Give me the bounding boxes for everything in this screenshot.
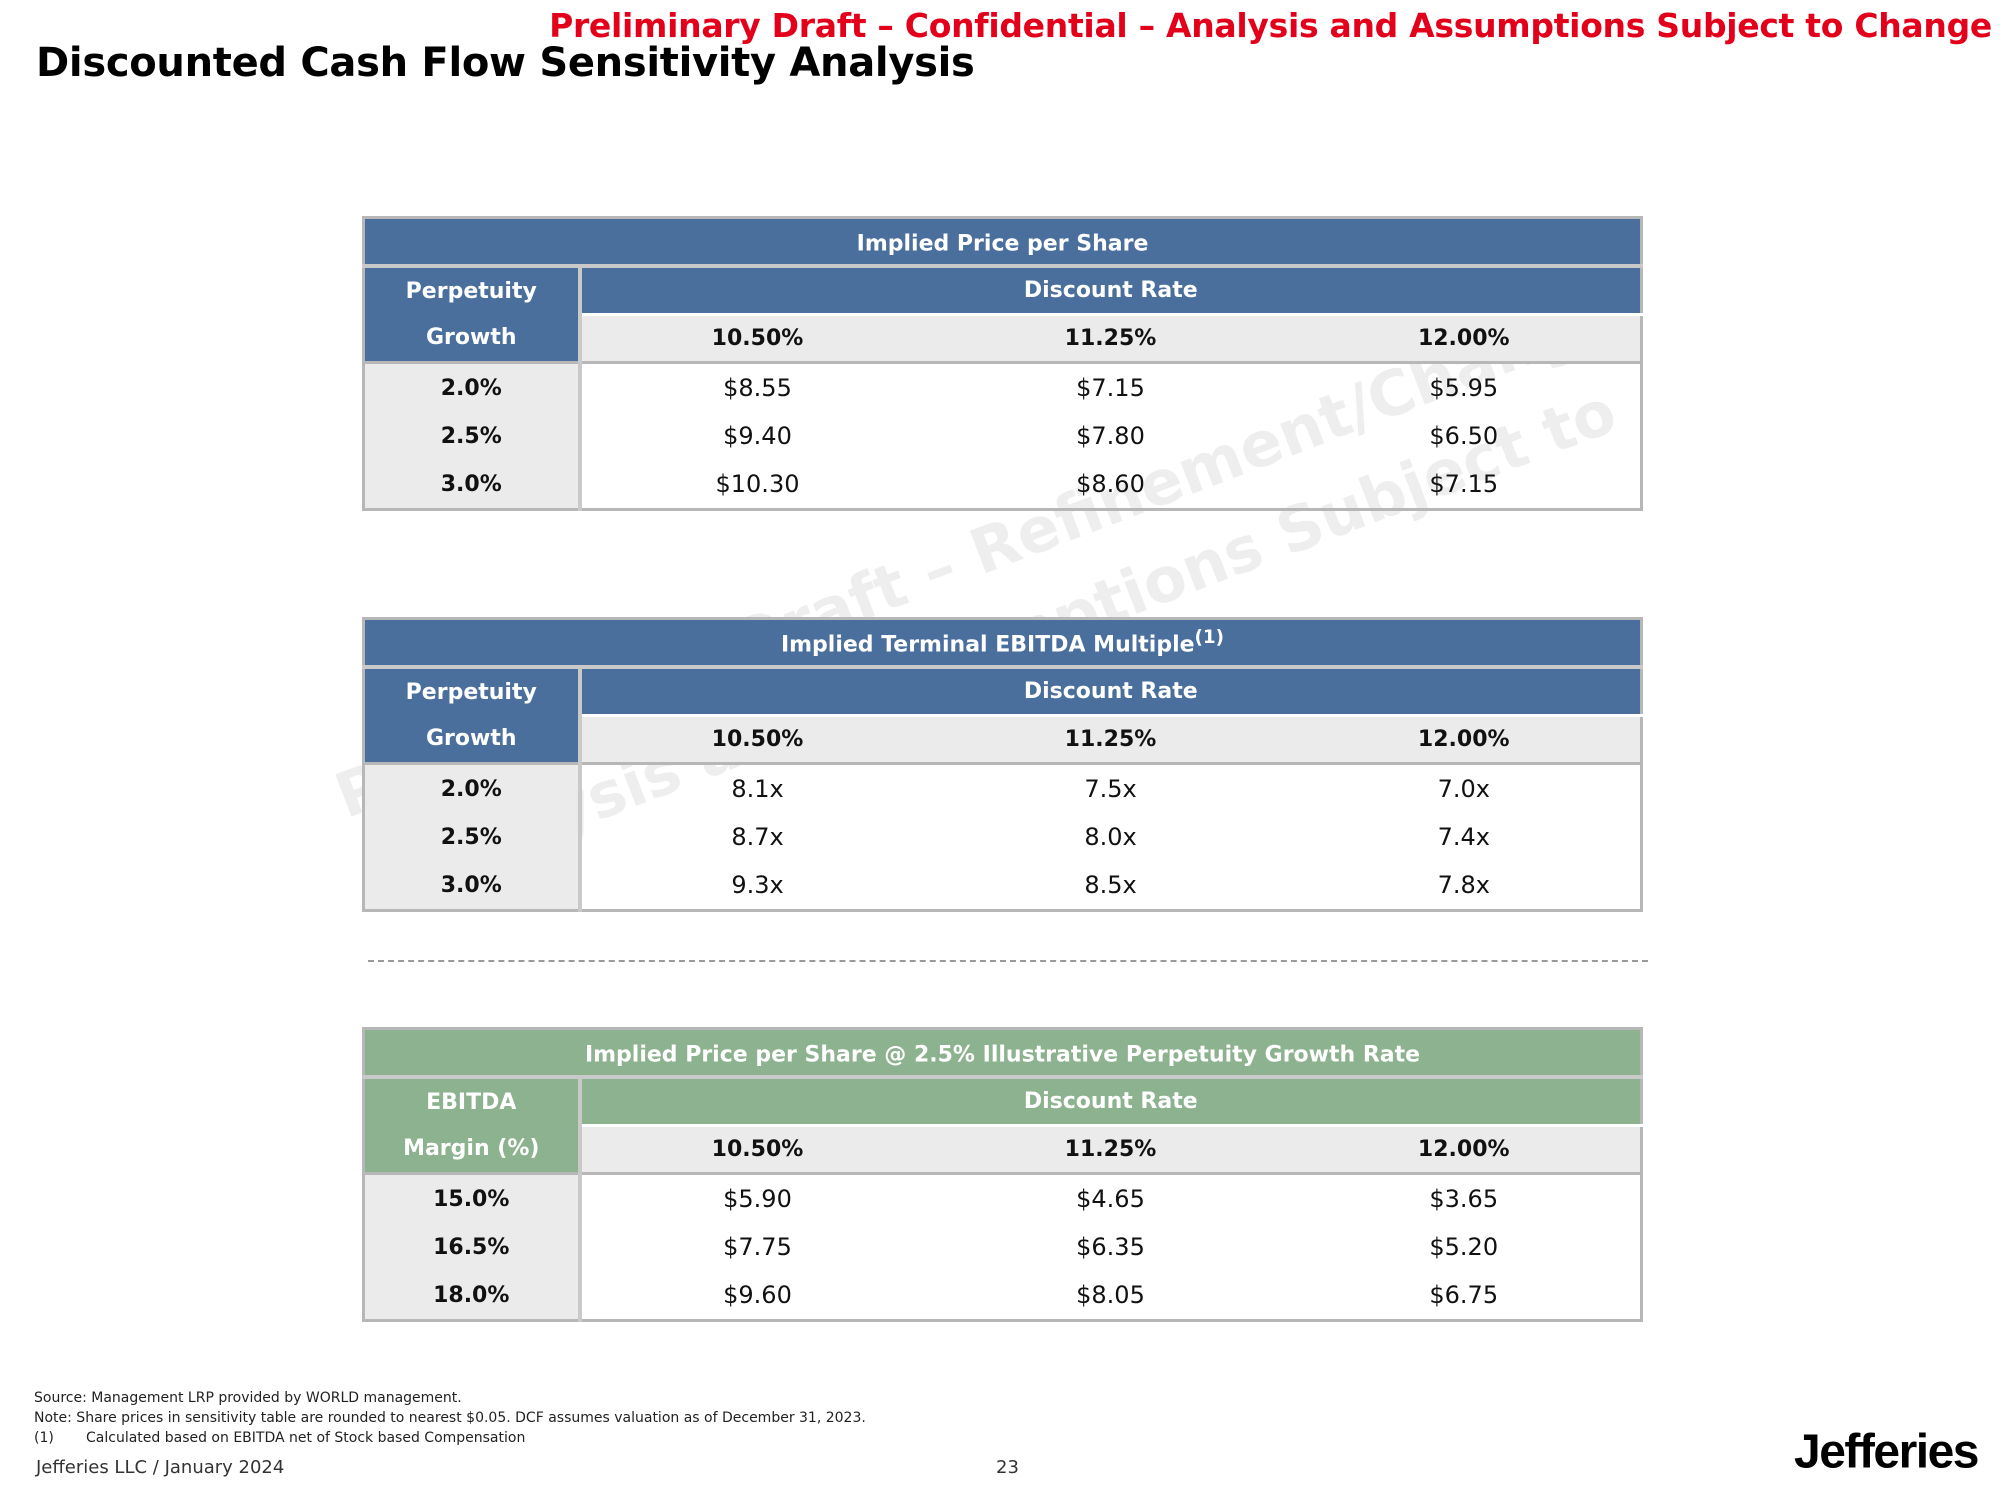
table-cell: $9.40 xyxy=(723,422,792,450)
table-cell: 8.0x xyxy=(1084,823,1137,851)
table-cell: $4.65 xyxy=(1076,1185,1145,1213)
table-cell: $8.60 xyxy=(1076,470,1145,498)
column-header: 12.00% xyxy=(1287,314,1642,364)
table-row: 2.0% 8.1x 7.5x 7.0x xyxy=(363,762,1642,813)
table-cell: 7.8x xyxy=(1437,871,1490,899)
dashed-divider xyxy=(368,960,1648,962)
footer-company-date: Jefferies LLC / January 2024 xyxy=(36,1457,285,1478)
footnote-text: Calculated based on EBITDA net of Stock … xyxy=(86,1430,526,1446)
row-header-bottom: Margin (%) xyxy=(363,1125,582,1174)
row-label: 3.0% xyxy=(363,861,582,911)
table-cell: 9.3x xyxy=(731,871,784,899)
row-label: 2.5% xyxy=(363,412,582,460)
row-label: 16.5% xyxy=(363,1223,582,1271)
table-cell: 8.5x xyxy=(1084,871,1137,899)
column-header: 12.00% xyxy=(1287,715,1642,765)
row-label: 2.0% xyxy=(363,762,582,813)
table-cell: $6.75 xyxy=(1429,1281,1499,1309)
row-header-bottom: Growth xyxy=(363,314,582,363)
table-cell: $7.80 xyxy=(1076,422,1145,450)
row-label: 2.5% xyxy=(363,813,582,861)
table-row: 2.0% $8.55 $7.15 $5.95 xyxy=(363,361,1642,412)
table-cell: 7.5x xyxy=(1084,775,1137,803)
table-cell: $5.20 xyxy=(1429,1233,1499,1261)
column-header: 12.00% xyxy=(1287,1125,1642,1175)
table-cell: $9.60 xyxy=(723,1281,792,1309)
discount-rate-label: Discount Rate xyxy=(579,1077,1642,1127)
footnote-1: (1) Calculated based on EBITDA net of Sto… xyxy=(34,1428,866,1448)
footnotes: Source: Management LRP provided by WORLD… xyxy=(34,1388,866,1448)
row-label: 18.0% xyxy=(363,1271,582,1321)
table-row: 18.0% $9.60 $8.05 $6.75 xyxy=(363,1271,1642,1321)
table-cell: $6.50 xyxy=(1429,422,1499,450)
table-cell: 7.0x xyxy=(1437,775,1490,803)
footnote-number: (1) xyxy=(34,1430,54,1446)
discount-rate-label: Discount Rate xyxy=(579,667,1642,717)
row-header-top: EBITDA xyxy=(363,1077,582,1126)
table-cell: $7.15 xyxy=(1076,374,1145,402)
table-row: 3.0% 9.3x 8.5x 7.8x xyxy=(363,861,1642,911)
row-label: 2.0% xyxy=(363,361,582,412)
table-title-sup: (1) xyxy=(1194,627,1225,649)
page-number: 23 xyxy=(996,1457,1019,1478)
column-header: 10.50% xyxy=(579,1125,934,1175)
table-row: 15.0% $5.90 $4.65 $3.65 xyxy=(363,1172,1642,1223)
rounding-note: Note: Share prices in sensitivity table … xyxy=(34,1410,866,1426)
table-cell: 8.7x xyxy=(731,823,784,851)
table-cell: $10.30 xyxy=(715,470,800,498)
implied-ebitda-multiple-table: Implied Terminal EBITDA Multiple(1) Perp… xyxy=(362,617,1643,912)
source-note: Source: Management LRP provided by WORLD… xyxy=(34,1390,462,1406)
table-row: 3.0% $10.30 $8.60 $7.15 xyxy=(363,460,1642,510)
column-header: 10.50% xyxy=(579,314,934,364)
row-label: 15.0% xyxy=(363,1172,582,1223)
table-title: Implied Price per Share @ 2.5% Illustrat… xyxy=(363,1028,1642,1079)
table-title: Implied Price per Share xyxy=(363,217,1642,268)
discount-rate-label: Discount Rate xyxy=(579,266,1642,316)
page-title: Discounted Cash Flow Sensitivity Analysi… xyxy=(36,40,975,86)
table-cell: $7.75 xyxy=(723,1233,792,1261)
implied-price-margin-table: Implied Price per Share @ 2.5% Illustrat… xyxy=(362,1027,1643,1322)
table-cell: $8.05 xyxy=(1076,1281,1145,1309)
table-cell: $5.95 xyxy=(1429,374,1499,402)
table-cell: 7.4x xyxy=(1437,823,1490,851)
table-title: Implied Terminal EBITDA Multiple(1) xyxy=(363,618,1642,669)
row-label: 3.0% xyxy=(363,460,582,510)
row-header-top: Perpetuity xyxy=(363,266,582,315)
table-row: 16.5% $7.75 $6.35 $5.20 xyxy=(363,1223,1642,1271)
row-header-bottom: Growth xyxy=(363,715,582,764)
column-header: 11.25% xyxy=(933,314,1288,364)
table-cell: $6.35 xyxy=(1076,1233,1145,1261)
draft-banner: Preliminary Draft – Confidential – Analy… xyxy=(549,6,1992,45)
row-header-top: Perpetuity xyxy=(363,667,582,716)
column-header: 11.25% xyxy=(933,1125,1288,1175)
table-cell: $5.90 xyxy=(723,1185,792,1213)
table-cell: $7.15 xyxy=(1429,470,1499,498)
jefferies-logo: Jefferies xyxy=(1794,1425,1979,1479)
implied-price-table: Implied Price per Share Perpetuity Disco… xyxy=(362,216,1644,511)
table-row: 2.5% 8.7x 8.0x 7.4x xyxy=(363,813,1642,861)
table-cell: $3.65 xyxy=(1429,1185,1499,1213)
table-cell: 8.1x xyxy=(731,775,784,803)
table-row: 2.5% $9.40 $7.80 $6.50 xyxy=(363,412,1642,460)
column-header: 11.25% xyxy=(933,715,1288,765)
column-header: 10.50% xyxy=(579,715,934,765)
table-cell: $8.55 xyxy=(723,374,792,402)
